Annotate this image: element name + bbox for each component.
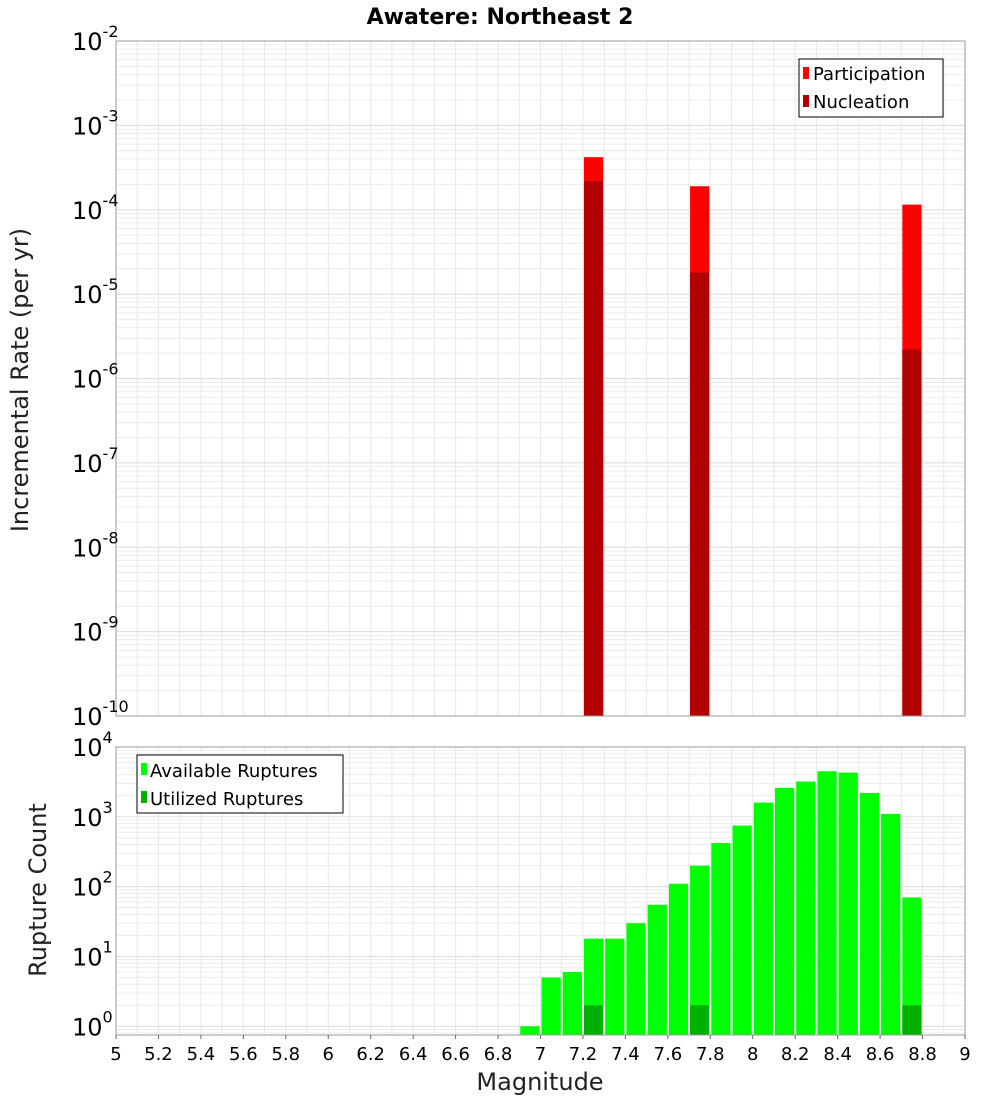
rate-bar-nucleation — [690, 272, 710, 716]
x-tick-label: 8.8 — [908, 1044, 937, 1065]
rate-axis-label: Incremental Rate (per yr) — [6, 228, 34, 532]
count-ytick-label: 102 — [72, 868, 113, 902]
count-bar-available-ruptures — [838, 772, 858, 1035]
count-bar-available-ruptures — [774, 787, 795, 1035]
count-bar-utilized-ruptures — [690, 1005, 710, 1035]
rate-bar-nucleation — [902, 349, 922, 716]
magnitude-axis-label: Magnitude — [476, 1068, 603, 1096]
count-bar-available-ruptures — [753, 802, 773, 1035]
count-bar-available-ruptures — [520, 1026, 540, 1035]
count-ytick-label: 101 — [72, 937, 113, 971]
x-tick-label: 5.8 — [271, 1044, 300, 1065]
count-bar-available-ruptures — [668, 883, 689, 1035]
legend-swatch-participation — [803, 67, 809, 79]
rate-legend: Participation Nucleation — [798, 58, 944, 118]
count-bar-available-ruptures — [690, 865, 710, 1035]
x-tick-label: 8.6 — [866, 1044, 895, 1065]
rate-ytick-label: 10-2 — [72, 22, 119, 56]
x-tick-label: 5 — [110, 1044, 121, 1065]
count-ytick-label: 103 — [72, 798, 113, 832]
rate-ytick-label: 10-3 — [72, 106, 119, 140]
count-bar-available-ruptures — [817, 771, 837, 1035]
legend-swatch-available — [141, 763, 147, 775]
rate-plot-frame — [115, 40, 966, 717]
x-tick-label: 7.8 — [696, 1044, 725, 1065]
count-ytick-label: 100 — [72, 1007, 113, 1041]
count-bar-available-ruptures — [902, 897, 922, 1035]
x-tick-label: 8 — [747, 1044, 758, 1065]
legend-label-nucleation: Nucleation — [813, 92, 909, 113]
x-tick-label: 6.8 — [484, 1044, 513, 1065]
count-bar-available-ruptures — [605, 938, 625, 1035]
x-tick-label: 7.4 — [611, 1044, 640, 1065]
x-tick-label: 6 — [323, 1044, 334, 1065]
rate-bar-nucleation — [583, 180, 604, 716]
legend-label-available: Available Ruptures — [150, 761, 318, 782]
rupture-legend: Available Ruptures Utilized Ruptures — [136, 754, 344, 814]
legend-swatch-nucleation — [803, 95, 809, 107]
x-tick-label: 7 — [535, 1044, 546, 1065]
x-tick-label: 5.6 — [229, 1044, 258, 1065]
chart-title: Awatere: Northeast 2 — [367, 5, 634, 30]
x-tick-label: 7.6 — [654, 1044, 683, 1065]
rate-ytick-label: 10-8 — [72, 528, 119, 562]
count-bar-available-ruptures — [859, 792, 880, 1035]
rate-plot: 10-10 10-9 10-8 10-7 10-6 10-5 10-4 10-3 10-2 — [72, 22, 966, 731]
count-bar-available-ruptures — [626, 923, 646, 1035]
rate-ytick-label: 10-4 — [72, 191, 119, 225]
count-bar-available-ruptures — [541, 977, 561, 1035]
legend-swatch-utilized — [141, 791, 147, 803]
rate-ytick-label: 10-9 — [72, 613, 119, 647]
rate-ytick-label: 10-10 — [72, 697, 129, 731]
count-bar-available-ruptures — [732, 825, 752, 1035]
x-tick-label: 8.4 — [823, 1044, 852, 1065]
rate-ytick-label: 10-6 — [72, 360, 119, 394]
legend-label-participation: Participation — [813, 64, 925, 85]
count-bar-available-ruptures — [881, 813, 901, 1035]
x-tick-label: 6.2 — [356, 1044, 385, 1065]
x-tick-label: 6.6 — [441, 1044, 470, 1065]
rupture-legend-box — [136, 754, 344, 814]
x-tick-label: 8.2 — [781, 1044, 810, 1065]
x-tick-label: 5.2 — [144, 1044, 173, 1065]
count-bar-available-ruptures — [796, 781, 816, 1035]
x-tick-label: 5.4 — [187, 1044, 216, 1065]
rate-ytick-label: 10-5 — [72, 275, 119, 309]
x-tick-label: 9 — [959, 1044, 970, 1065]
legend-label-utilized: Utilized Ruptures — [150, 789, 303, 810]
count-axis-label: Rupture Count — [24, 803, 52, 977]
rate-ytick-label: 10-7 — [72, 444, 119, 478]
count-bar-utilized-ruptures — [583, 1005, 604, 1035]
count-bar-available-ruptures — [562, 971, 582, 1035]
count-ytick-label: 104 — [72, 728, 113, 762]
count-bar-available-ruptures — [647, 904, 667, 1035]
x-tick-label: 7.2 — [569, 1044, 598, 1065]
x-tick-label: 6.4 — [399, 1044, 428, 1065]
count-bar-available-ruptures — [711, 843, 731, 1035]
count-bar-utilized-ruptures — [902, 1005, 922, 1035]
rate-legend-box — [798, 58, 944, 118]
